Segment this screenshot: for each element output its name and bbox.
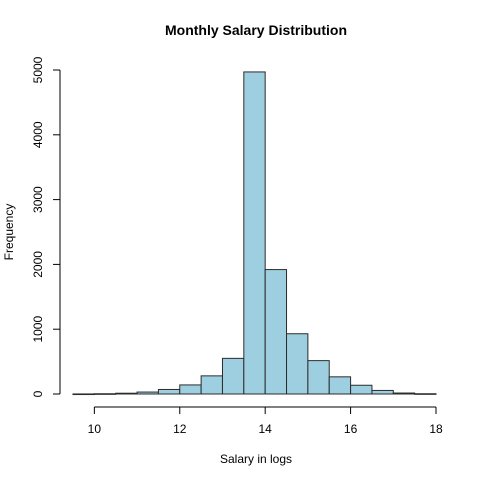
histogram-bar <box>350 384 373 395</box>
histogram-bar <box>200 375 223 395</box>
histogram-bar <box>243 71 266 395</box>
bars-layer <box>72 71 437 396</box>
histogram-bar <box>328 376 352 395</box>
y-tick-label: 4000 <box>31 121 45 148</box>
x-tick-label: 16 <box>344 422 358 436</box>
x-tick-label: 18 <box>429 422 443 436</box>
histogram-bar <box>221 357 245 395</box>
y-tick-label: 1000 <box>31 316 45 343</box>
x-axis-label: Salary in logs <box>220 452 292 466</box>
histogram-bar <box>115 392 138 395</box>
histogram-bar <box>179 384 202 395</box>
x-axis: 10 12 14 16 18 <box>88 406 443 436</box>
y-tick-label: 2000 <box>31 251 45 278</box>
histogram-bar <box>157 388 181 395</box>
histogram-bar <box>93 393 117 395</box>
x-tick-label: 14 <box>258 422 272 436</box>
histogram-bar <box>414 393 437 395</box>
chart-title: Monthly Salary Distribution <box>165 22 347 38</box>
histogram-bar <box>286 333 309 395</box>
histogram-bar <box>136 391 159 395</box>
x-tick-label: 12 <box>173 422 187 436</box>
y-tick-label: 0 <box>31 390 45 397</box>
histogram-bar <box>307 360 330 395</box>
x-tick-label: 10 <box>88 422 102 436</box>
histogram-bar <box>371 389 394 395</box>
y-tick-label: 5000 <box>31 56 45 83</box>
histogram-bar <box>392 392 416 395</box>
y-axis: 0 1000 2000 3000 4000 5000 <box>31 56 61 397</box>
y-axis-label: Frequency <box>2 204 16 261</box>
y-tick-label: 3000 <box>31 186 45 213</box>
histogram-bar <box>264 269 288 395</box>
histogram-bar <box>72 393 95 396</box>
